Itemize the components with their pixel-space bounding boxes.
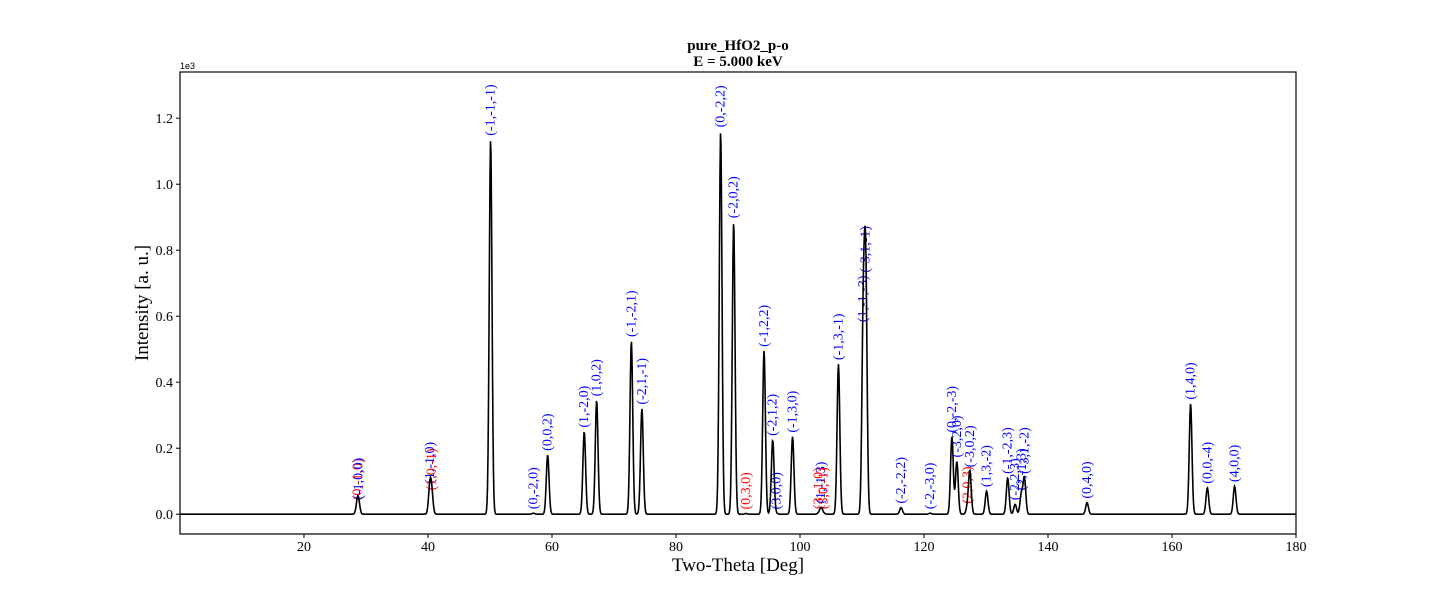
peak-label: (1,-1,0) [423,442,438,484]
y-tick-label: 0.8 [156,244,174,259]
chart-title: pure_HfO2_p-o [687,38,788,54]
peak-label: (3,-1,0) [812,467,827,509]
x-tick-label: 40 [421,540,435,555]
peak-label: (1,0,2) [590,359,605,397]
peak-label: (-3,2,0) [950,415,965,457]
peak-label: (-3,0,2) [963,425,978,467]
y-axis-label: Intensity [a. u.] [132,245,153,361]
peak-label: (0,-2,-3) [945,386,960,433]
x-axis: 20 40 60 80 100 120 140 160 180 [297,534,1307,555]
x-tick-label: 160 [1162,540,1183,555]
y-multiplier-label: 1e3 [180,61,195,71]
peak-labels: (0,-1,0)(-1,0,0) (1,-1,0)(1,0,-1) (-1,-1,-… [350,84,1242,510]
x-tick-label: 100 [790,540,811,555]
x-axis-label: Two-Theta [Deg] [672,555,804,576]
peak-label: (0,-2,0) [526,467,541,509]
x-tick-label: 180 [1286,540,1307,555]
peak-label: (0,-1,0) [350,458,365,500]
peak-label: (4,0,0) [1228,444,1243,482]
peak-label: (-2,1,-1) [635,358,650,405]
x-tick-label: 140 [1038,540,1059,555]
peak-label: (1,-1,3) [814,461,829,503]
y-tick-label: 0.2 [156,442,174,457]
peak-label: (1,-2,0) [577,385,592,427]
peak-label: (0,-2,2) [714,85,729,127]
peak-label: (-1,2,2) [757,305,772,347]
peak-label: (0,0,-4) [1200,441,1215,483]
peak-label: (-1,0,0) [352,457,367,499]
peak-label: (1,0,-1) [425,448,440,490]
peak-label: (-1,-1,-1) [484,84,499,136]
peak-label: (3,0,0) [769,472,784,510]
y-tick-label: 0.4 [156,376,174,391]
peak-label: (1,4,0) [1184,362,1199,400]
chart-subtitle: E = 5.000 keV [693,54,783,70]
plot-frame [179,71,1297,535]
peak-label: (0,0,2) [541,413,556,451]
peak-label: (0,3,0) [739,472,754,510]
y-axis: 0.0 0.2 0.4 0.6 0.8 1.0 1.2 [156,112,180,523]
peak-label: (-1,3,0) [786,390,801,432]
diffraction-pattern-line [180,133,1296,515]
x-tick-label: 80 [669,540,683,555]
peak-label: (-3,1,-2) [1017,427,1032,474]
peak-label: (1,3,-2) [980,445,995,487]
peak-label: (-1,-2,1) [624,290,639,337]
y-tick-label: 1.2 [156,112,174,127]
y-tick-label: 0.6 [156,310,174,325]
peak-label: (-1,3,-1) [831,313,846,360]
peak-label: (-2,1,2) [766,394,781,436]
peak-label: (-2,-2,2) [894,457,909,504]
peak-label: (-2,-3,0) [923,462,938,509]
peak-label: (3,0,-1) [817,467,832,509]
peak-label: (-1,-2,3) [1001,427,1016,474]
y-tick-label: 0.0 [156,508,174,523]
peak-label: (0,4,0) [1080,461,1095,499]
x-tick-label: 120 [914,540,935,555]
peak-label: (-2,2,3) [1008,458,1023,500]
peak-label: (-2,0,2) [727,176,742,218]
y-tick-label: 1.0 [156,178,174,193]
x-tick-label: 20 [297,540,311,555]
x-tick-label: 60 [545,540,559,555]
